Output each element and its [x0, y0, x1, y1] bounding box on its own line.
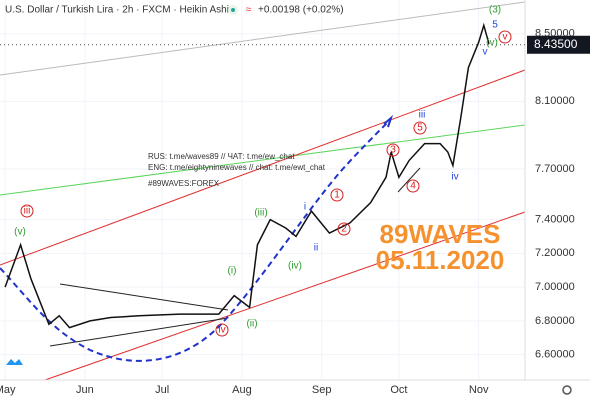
trend-line — [397, 167, 421, 193]
x-tick-label: Nov — [469, 384, 489, 396]
x-tick-label: Sep — [312, 384, 332, 396]
x-tick-label: Jul — [155, 384, 169, 396]
wave-label: (iv) — [288, 261, 302, 272]
wave-label: 1 — [334, 190, 340, 201]
projection-curve — [0, 119, 391, 362]
annotation-circle — [20, 204, 34, 218]
plot — [4, 22, 490, 329]
wave-label: (i) — [228, 266, 237, 277]
wave-label: 3 — [390, 145, 396, 156]
wave-label: 5 — [492, 20, 498, 31]
trend-line — [49, 317, 229, 347]
x-tick-label: Jun — [76, 384, 94, 396]
y-tick-label: 6.60000 — [535, 349, 575, 361]
wave-label: v — [483, 47, 488, 58]
wave-label: ii — [314, 243, 318, 254]
annotation-circle — [330, 188, 344, 202]
wave-label: (v) — [14, 227, 26, 238]
chart-title: U.S. Dollar / Turkish Lira · 2h · FXCM ·… — [5, 5, 229, 16]
x-tick-label: Aug — [232, 384, 252, 396]
wave-label: i — [304, 202, 306, 213]
note: ENG: t.me/eightyninewaves // chat: t.me/… — [148, 163, 326, 172]
wave-label: iv — [451, 172, 458, 183]
last-price-box — [527, 35, 590, 54]
wave-label: (3) — [489, 5, 501, 16]
watermark: 89WAVES — [380, 219, 501, 249]
y-tick-label: 6.80000 — [535, 315, 575, 327]
channel-line — [44, 211, 526, 381]
trend-line — [0, 124, 526, 196]
y-tick-label: 7.00000 — [535, 281, 575, 293]
annotation-circle — [386, 143, 400, 157]
wave-label: 5 — [417, 123, 423, 134]
annotation-circle — [215, 323, 229, 337]
note: #89WAVES:FOREX — [148, 179, 220, 188]
wave-label: iii — [419, 110, 426, 121]
wave-label: v — [503, 32, 508, 43]
wave-label: (v) — [486, 38, 498, 49]
price-line — [4, 22, 490, 329]
arrow-head — [383, 114, 394, 128]
price-change: +0.00198 (+0.02%) — [258, 5, 344, 16]
trend-line — [59, 283, 229, 311]
y-tick-label: 7.70000 — [535, 163, 575, 175]
note: RUS: t.me/waves89 // ЧАТ: t.me/ew_chat — [148, 152, 295, 161]
trend-line — [0, 1, 526, 76]
y-tick-label: 7.20000 — [535, 247, 575, 259]
wave-label: (ii) — [246, 319, 257, 330]
annotation-circle — [498, 30, 512, 44]
annotation-circle — [413, 121, 427, 135]
annotation-circle — [337, 222, 351, 236]
x-tick-label: Oct — [390, 384, 407, 396]
wave-label: iv — [218, 325, 225, 336]
wave-label: 4 — [410, 181, 416, 192]
wave-label: (iii) — [254, 208, 267, 219]
x-tick-label: May — [0, 384, 16, 396]
last-price-label: 8.43500 — [534, 37, 578, 51]
settings-icon[interactable] — [562, 385, 572, 395]
grid — [0, 0, 525, 380]
y-tick-label: 8.10000 — [535, 95, 575, 107]
annotation-circle — [406, 179, 420, 193]
status-icon: ≈ — [246, 5, 252, 16]
watermark: 05.11.2020 — [376, 245, 505, 275]
logo — [6, 359, 23, 365]
wave-label: iii — [24, 206, 31, 217]
status-icon — [231, 8, 235, 12]
wave-label: 2 — [341, 224, 347, 235]
y-tick-label: 7.40000 — [535, 213, 575, 225]
channel-line — [0, 69, 526, 266]
